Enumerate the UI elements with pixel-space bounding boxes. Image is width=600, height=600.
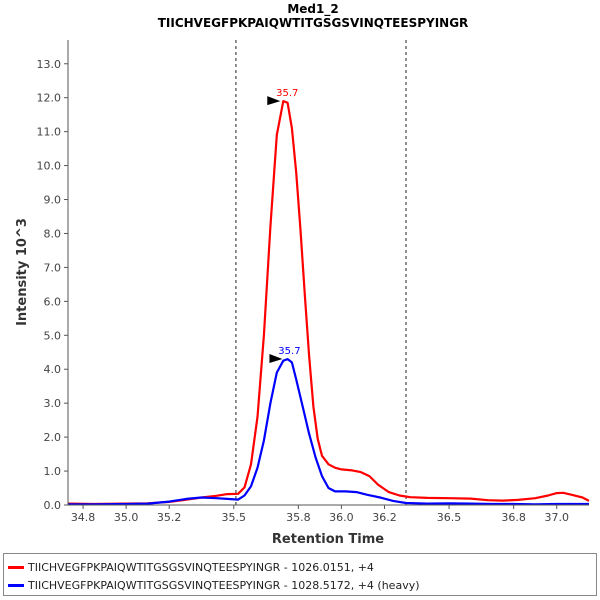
y-tick-label: 4.0 bbox=[44, 363, 62, 376]
x-tick-label: 34.8 bbox=[71, 511, 96, 524]
y-tick-label: 3.0 bbox=[44, 397, 62, 410]
chart-subtitle: TIICHVEGFPKPAIQWTITGSGSVINQTEESPYINGR bbox=[158, 16, 469, 30]
series-line-light bbox=[67, 99, 590, 506]
peak-arrow-marker bbox=[267, 96, 281, 106]
x-tick-label: 35.5 bbox=[222, 511, 247, 524]
x-tick-label: 35.8 bbox=[286, 511, 311, 524]
series-layer bbox=[67, 99, 590, 506]
y-tick-label: 0.0 bbox=[44, 499, 62, 512]
peak-markers: 35.7 35.7 bbox=[267, 88, 301, 364]
x-axis-ticks: 34.8 35.0 35.2 35.5 35.8 36.0 36.2 36.5 36.8 37.0 bbox=[71, 505, 569, 524]
y-tick-label: 7.0 bbox=[44, 261, 62, 274]
peak-retention-label: 35.7 bbox=[276, 88, 298, 99]
peak-retention-label: 35.7 bbox=[278, 346, 300, 357]
legend-label-heavy: TIICHVEGFPKPAIQWTITGSGSVINQTEESPYINGR - … bbox=[28, 578, 420, 592]
legend-swatch-red bbox=[8, 565, 24, 569]
legend-item-light: TIICHVEGFPKPAIQWTITGSGSVINQTEESPYINGR - … bbox=[4, 558, 374, 576]
y-tick-label: 2.0 bbox=[44, 431, 62, 444]
y-tick-label: 9.0 bbox=[44, 194, 62, 207]
chart-title: Med1_2 bbox=[287, 2, 338, 17]
x-tick-label: 35.0 bbox=[114, 511, 139, 524]
y-axis-title: Intensity 10^3 bbox=[15, 218, 30, 326]
y-tick-label: 12.0 bbox=[37, 92, 62, 105]
legend-item-heavy: TIICHVEGFPKPAIQWTITGSGSVINQTEESPYINGR - … bbox=[4, 576, 420, 594]
y-tick-label: 13.0 bbox=[37, 58, 62, 71]
x-tick-label: 36.8 bbox=[501, 511, 526, 524]
x-tick-label: 36.0 bbox=[329, 511, 354, 524]
series-line-heavy bbox=[68, 358, 589, 506]
y-tick-label: 8.0 bbox=[44, 227, 62, 240]
x-tick-label: 37.0 bbox=[544, 511, 569, 524]
y-tick-label: 10.0 bbox=[37, 160, 62, 173]
legend-label-light: TIICHVEGFPKPAIQWTITGSGSVINQTEESPYINGR - … bbox=[28, 560, 374, 574]
x-tick-label: 35.2 bbox=[157, 511, 182, 524]
axes bbox=[67, 40, 589, 506]
y-tick-label: 5.0 bbox=[44, 329, 62, 342]
y-tick-label: 1.0 bbox=[44, 465, 62, 478]
plot-area bbox=[68, 40, 589, 505]
x-tick-label: 36.5 bbox=[437, 511, 462, 524]
x-tick-label: 36.2 bbox=[372, 511, 397, 524]
x-axis-title: Retention Time bbox=[272, 532, 384, 547]
peak-arrow-marker bbox=[269, 354, 283, 364]
y-axis-ticks: 0.0 1.0 2.0 3.0 4.0 5.0 6.0 7.0 8.0 9.0 10.0 11.0 12… bbox=[37, 58, 68, 512]
legend-swatch-blue bbox=[8, 583, 24, 587]
y-tick-label: 11.0 bbox=[37, 126, 62, 139]
y-tick-label: 6.0 bbox=[44, 295, 62, 308]
legend: TIICHVEGFPKPAIQWTITGSGSVINQTEESPYINGR - … bbox=[3, 553, 597, 596]
